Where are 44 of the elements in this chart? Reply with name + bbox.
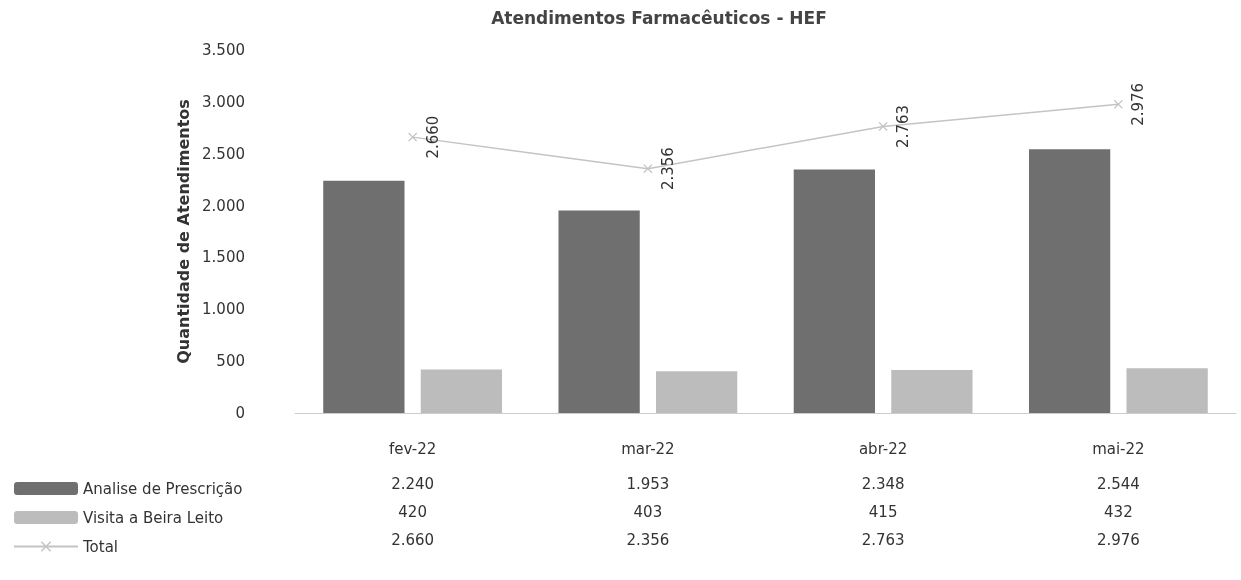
- data-label: 2.763: [861, 531, 905, 549]
- bar: [656, 371, 738, 413]
- x-tick-label: mai-22: [1092, 439, 1145, 458]
- legend-label: Total: [82, 537, 119, 556]
- text: 2.976: [1129, 82, 1148, 126]
- data-label: 2.348: [861, 475, 905, 493]
- y-tick-label: 3.500: [202, 41, 245, 59]
- point: [408, 132, 418, 142]
- y-tick-label: 1.500: [202, 248, 245, 267]
- point: [878, 121, 888, 131]
- bar: [323, 180, 405, 413]
- x-tick-label: mar-22: [621, 439, 675, 458]
- y-tick-label: 0: [235, 404, 245, 422]
- y-tick-label: 1.000: [202, 300, 245, 319]
- data-label: 2.240: [391, 475, 435, 493]
- data-label: 415: [868, 503, 898, 521]
- y-tick-label: 2.500: [202, 144, 245, 163]
- x-tick-label: abr-22: [858, 439, 908, 458]
- data-label: 2.976: [1096, 531, 1140, 549]
- data-label: 2.356: [626, 531, 670, 549]
- bar: [1028, 149, 1111, 413]
- legend-label: Analise de Prescrição: [83, 479, 243, 498]
- data-label: 403: [633, 503, 663, 521]
- x-tick-label: fev-22: [388, 439, 437, 458]
- y-tick-label: 500: [216, 352, 245, 371]
- text: 2.356: [658, 147, 677, 191]
- bar: [558, 210, 640, 413]
- bar: [793, 169, 875, 413]
- data-label: 1.953: [626, 475, 670, 493]
- y-tick-label: 2.000: [202, 196, 245, 215]
- point: [643, 164, 653, 174]
- bar: [420, 369, 503, 413]
- y-axis-title: Quantidade de Atendimentos: [173, 99, 193, 364]
- bar: [891, 369, 973, 413]
- bar: [1126, 368, 1208, 413]
- data-label: 432: [1104, 503, 1133, 521]
- y-tick-label: 3.000: [202, 92, 245, 111]
- data-label: 2.544: [1096, 475, 1140, 493]
- data-label: 420: [398, 503, 427, 521]
- legend-label: Visita a Beira Leito: [83, 508, 224, 527]
- data-label: 2.660: [391, 531, 435, 549]
- text: 2.660: [423, 115, 442, 159]
- text: 2.763: [894, 104, 913, 148]
- chart-title: Atendimentos Farmacêuticos - HEF: [491, 7, 827, 28]
